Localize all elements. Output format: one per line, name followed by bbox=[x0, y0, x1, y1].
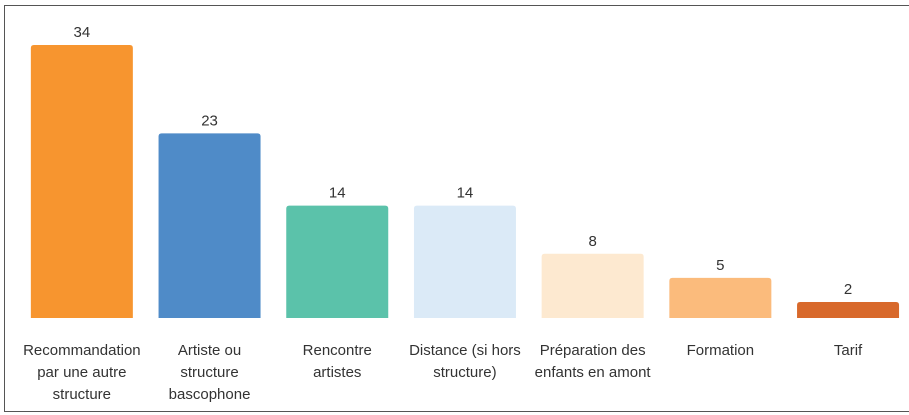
value-label: 5 bbox=[716, 257, 724, 274]
frame bbox=[4, 5, 909, 412]
bar bbox=[30, 45, 133, 318]
x-tick-label: Rencontre artistes bbox=[302, 342, 372, 381]
x-tick-label: Distance (si hors structure) bbox=[409, 342, 521, 381]
x-tick-label: Préparation des enfants en amont bbox=[534, 342, 651, 381]
x-tick-label: Tarif bbox=[833, 342, 863, 359]
bar bbox=[158, 133, 261, 318]
bar bbox=[286, 205, 389, 318]
bar bbox=[541, 253, 644, 318]
bar bbox=[669, 277, 772, 318]
x-tick-label: Formation bbox=[686, 342, 755, 359]
value-label: 34 bbox=[74, 24, 91, 41]
value-label: 2 bbox=[844, 281, 852, 298]
value-label: 14 bbox=[457, 185, 474, 202]
x-tick-label: Recommandation par une autre structure bbox=[23, 342, 141, 403]
bar bbox=[797, 301, 900, 318]
value-label: 8 bbox=[588, 233, 596, 250]
value-label: 14 bbox=[329, 185, 346, 202]
x-tick-label: Artiste ou structure bascophone bbox=[168, 342, 251, 403]
value-label: 23 bbox=[201, 112, 218, 129]
bar bbox=[413, 205, 516, 318]
